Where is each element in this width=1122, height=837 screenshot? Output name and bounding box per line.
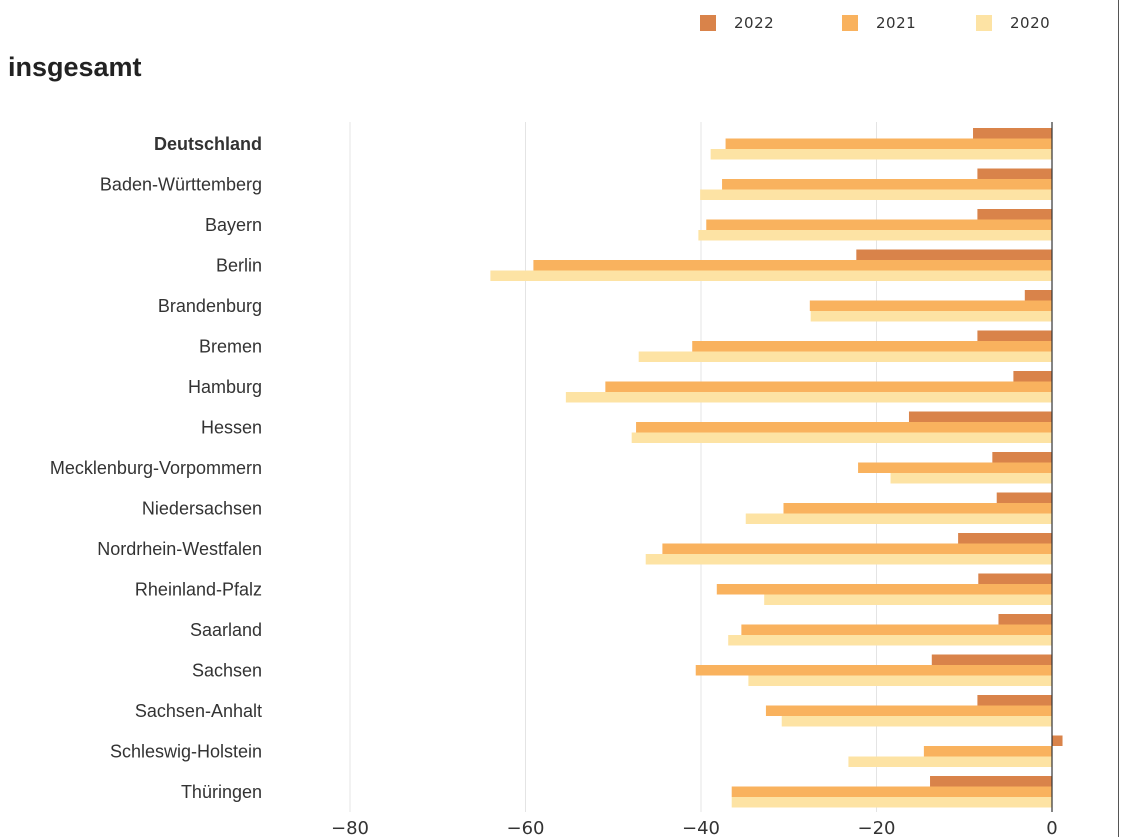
bar-2022-bremen xyxy=(977,330,1052,341)
x-tick-label: −80 xyxy=(331,818,369,837)
chart-title: insgesamt xyxy=(8,52,142,82)
bar-2022-schleswig-holstein xyxy=(1052,735,1063,746)
bar-2020-hessen xyxy=(631,432,1052,443)
bar-2021-schleswig-holstein xyxy=(923,746,1052,757)
bar-2021-mecklenburg-vorpommern xyxy=(858,462,1052,473)
category-label: Saarland xyxy=(190,620,262,640)
category-label: Bayern xyxy=(205,215,262,235)
category-label: Niedersachsen xyxy=(142,498,262,518)
bar-2021-rheinland-pfalz xyxy=(716,584,1052,595)
bar-2021-sachsen-anhalt xyxy=(765,705,1052,716)
bar-2021-niedersachsen xyxy=(783,503,1052,514)
bar-2020-berlin xyxy=(490,270,1052,281)
category-label: Schleswig-Holstein xyxy=(110,741,262,761)
bar-2020-deutschland xyxy=(710,149,1052,160)
bar-2021-bremen xyxy=(692,341,1052,352)
legend-item-2020[interactable]: 2020 xyxy=(976,12,1050,34)
category-label: Baden-Württemberg xyxy=(100,174,262,194)
legend-swatch-2020 xyxy=(976,15,992,31)
bar-2021-baden-württemberg xyxy=(722,179,1052,190)
x-tick-label: −20 xyxy=(858,818,896,837)
x-tick-label: −40 xyxy=(682,818,720,837)
category-label: Deutschland xyxy=(154,134,262,154)
bar-2022-rheinland-pfalz xyxy=(978,573,1052,584)
bar-2020-mecklenburg-vorpommern xyxy=(890,473,1052,484)
bar-2022-sachsen-anhalt xyxy=(977,695,1052,706)
bar-2022-mecklenburg-vorpommern xyxy=(992,452,1052,463)
category-label: Nordrhein-Westfalen xyxy=(97,539,262,559)
category-label: Hamburg xyxy=(188,377,262,397)
legend-label-2021: 2021 xyxy=(876,14,917,32)
bar-2022-sachsen xyxy=(931,654,1052,665)
legend-item-2022[interactable]: 2022 xyxy=(700,12,774,34)
bar-2022-deutschland xyxy=(973,128,1052,139)
bar-2021-hamburg xyxy=(605,381,1052,392)
bar-2021-deutschland xyxy=(725,138,1052,149)
bar-2020-niedersachsen xyxy=(745,513,1052,524)
category-label: Rheinland-Pfalz xyxy=(135,579,262,599)
bar-2020-bayern xyxy=(698,230,1052,241)
bar-2020-schleswig-holstein xyxy=(848,756,1052,767)
bar-2020-baden-württemberg xyxy=(700,189,1052,200)
bar-2020-nordrhein-westfalen xyxy=(645,554,1052,565)
bar-2020-thüringen xyxy=(731,797,1052,808)
bar-2020-rheinland-pfalz xyxy=(764,594,1052,605)
category-label: Brandenburg xyxy=(158,296,262,316)
bar-2021-hessen xyxy=(636,422,1052,433)
bar-2022-saarland xyxy=(998,614,1052,625)
legend-swatch-2022 xyxy=(700,15,716,31)
bar-2020-hamburg xyxy=(565,392,1052,403)
bar-2021-sachsen xyxy=(695,665,1052,676)
bar-2020-sachsen xyxy=(748,675,1052,686)
bar-2020-sachsen-anhalt xyxy=(781,716,1052,727)
category-label: Bremen xyxy=(199,336,262,356)
legend-item-2021[interactable]: 2021 xyxy=(842,12,916,34)
bar-2022-bayern xyxy=(977,209,1052,220)
x-tick-label: 0 xyxy=(1046,818,1057,837)
bar-2022-baden-württemberg xyxy=(977,168,1052,179)
bar-2021-berlin xyxy=(533,260,1052,271)
bar-2021-thüringen xyxy=(731,786,1052,797)
bar-2020-bremen xyxy=(638,351,1052,362)
category-label: Mecklenburg-Vorpommern xyxy=(50,458,262,478)
legend-label-2020: 2020 xyxy=(1010,14,1051,32)
bar-2022-hessen xyxy=(908,411,1052,422)
bar-2022-hamburg xyxy=(1013,371,1052,382)
bar-2021-brandenburg xyxy=(809,300,1052,311)
legend-swatch-2021 xyxy=(842,15,858,31)
category-label: Thüringen xyxy=(181,782,262,802)
bar-2022-thüringen xyxy=(930,776,1052,787)
category-label: Sachsen xyxy=(192,660,262,680)
bar-2021-saarland xyxy=(741,624,1052,635)
category-label: Berlin xyxy=(216,255,262,275)
bar-2022-nordrhein-westfalen xyxy=(958,533,1052,544)
bar-2022-niedersachsen xyxy=(996,492,1052,503)
bar-2020-brandenburg xyxy=(810,311,1052,322)
category-label: Hessen xyxy=(201,417,262,437)
x-tick-label: −60 xyxy=(507,818,545,837)
bar-2022-brandenburg xyxy=(1024,290,1052,301)
bar-2020-saarland xyxy=(728,635,1052,646)
bar-2021-bayern xyxy=(706,219,1052,230)
bar-2022-berlin xyxy=(856,249,1052,260)
category-label: Sachsen-Anhalt xyxy=(135,701,262,721)
bar-2021-nordrhein-westfalen xyxy=(662,543,1052,554)
legend-label-2022: 2022 xyxy=(734,14,775,32)
right-border-line xyxy=(1118,0,1119,837)
